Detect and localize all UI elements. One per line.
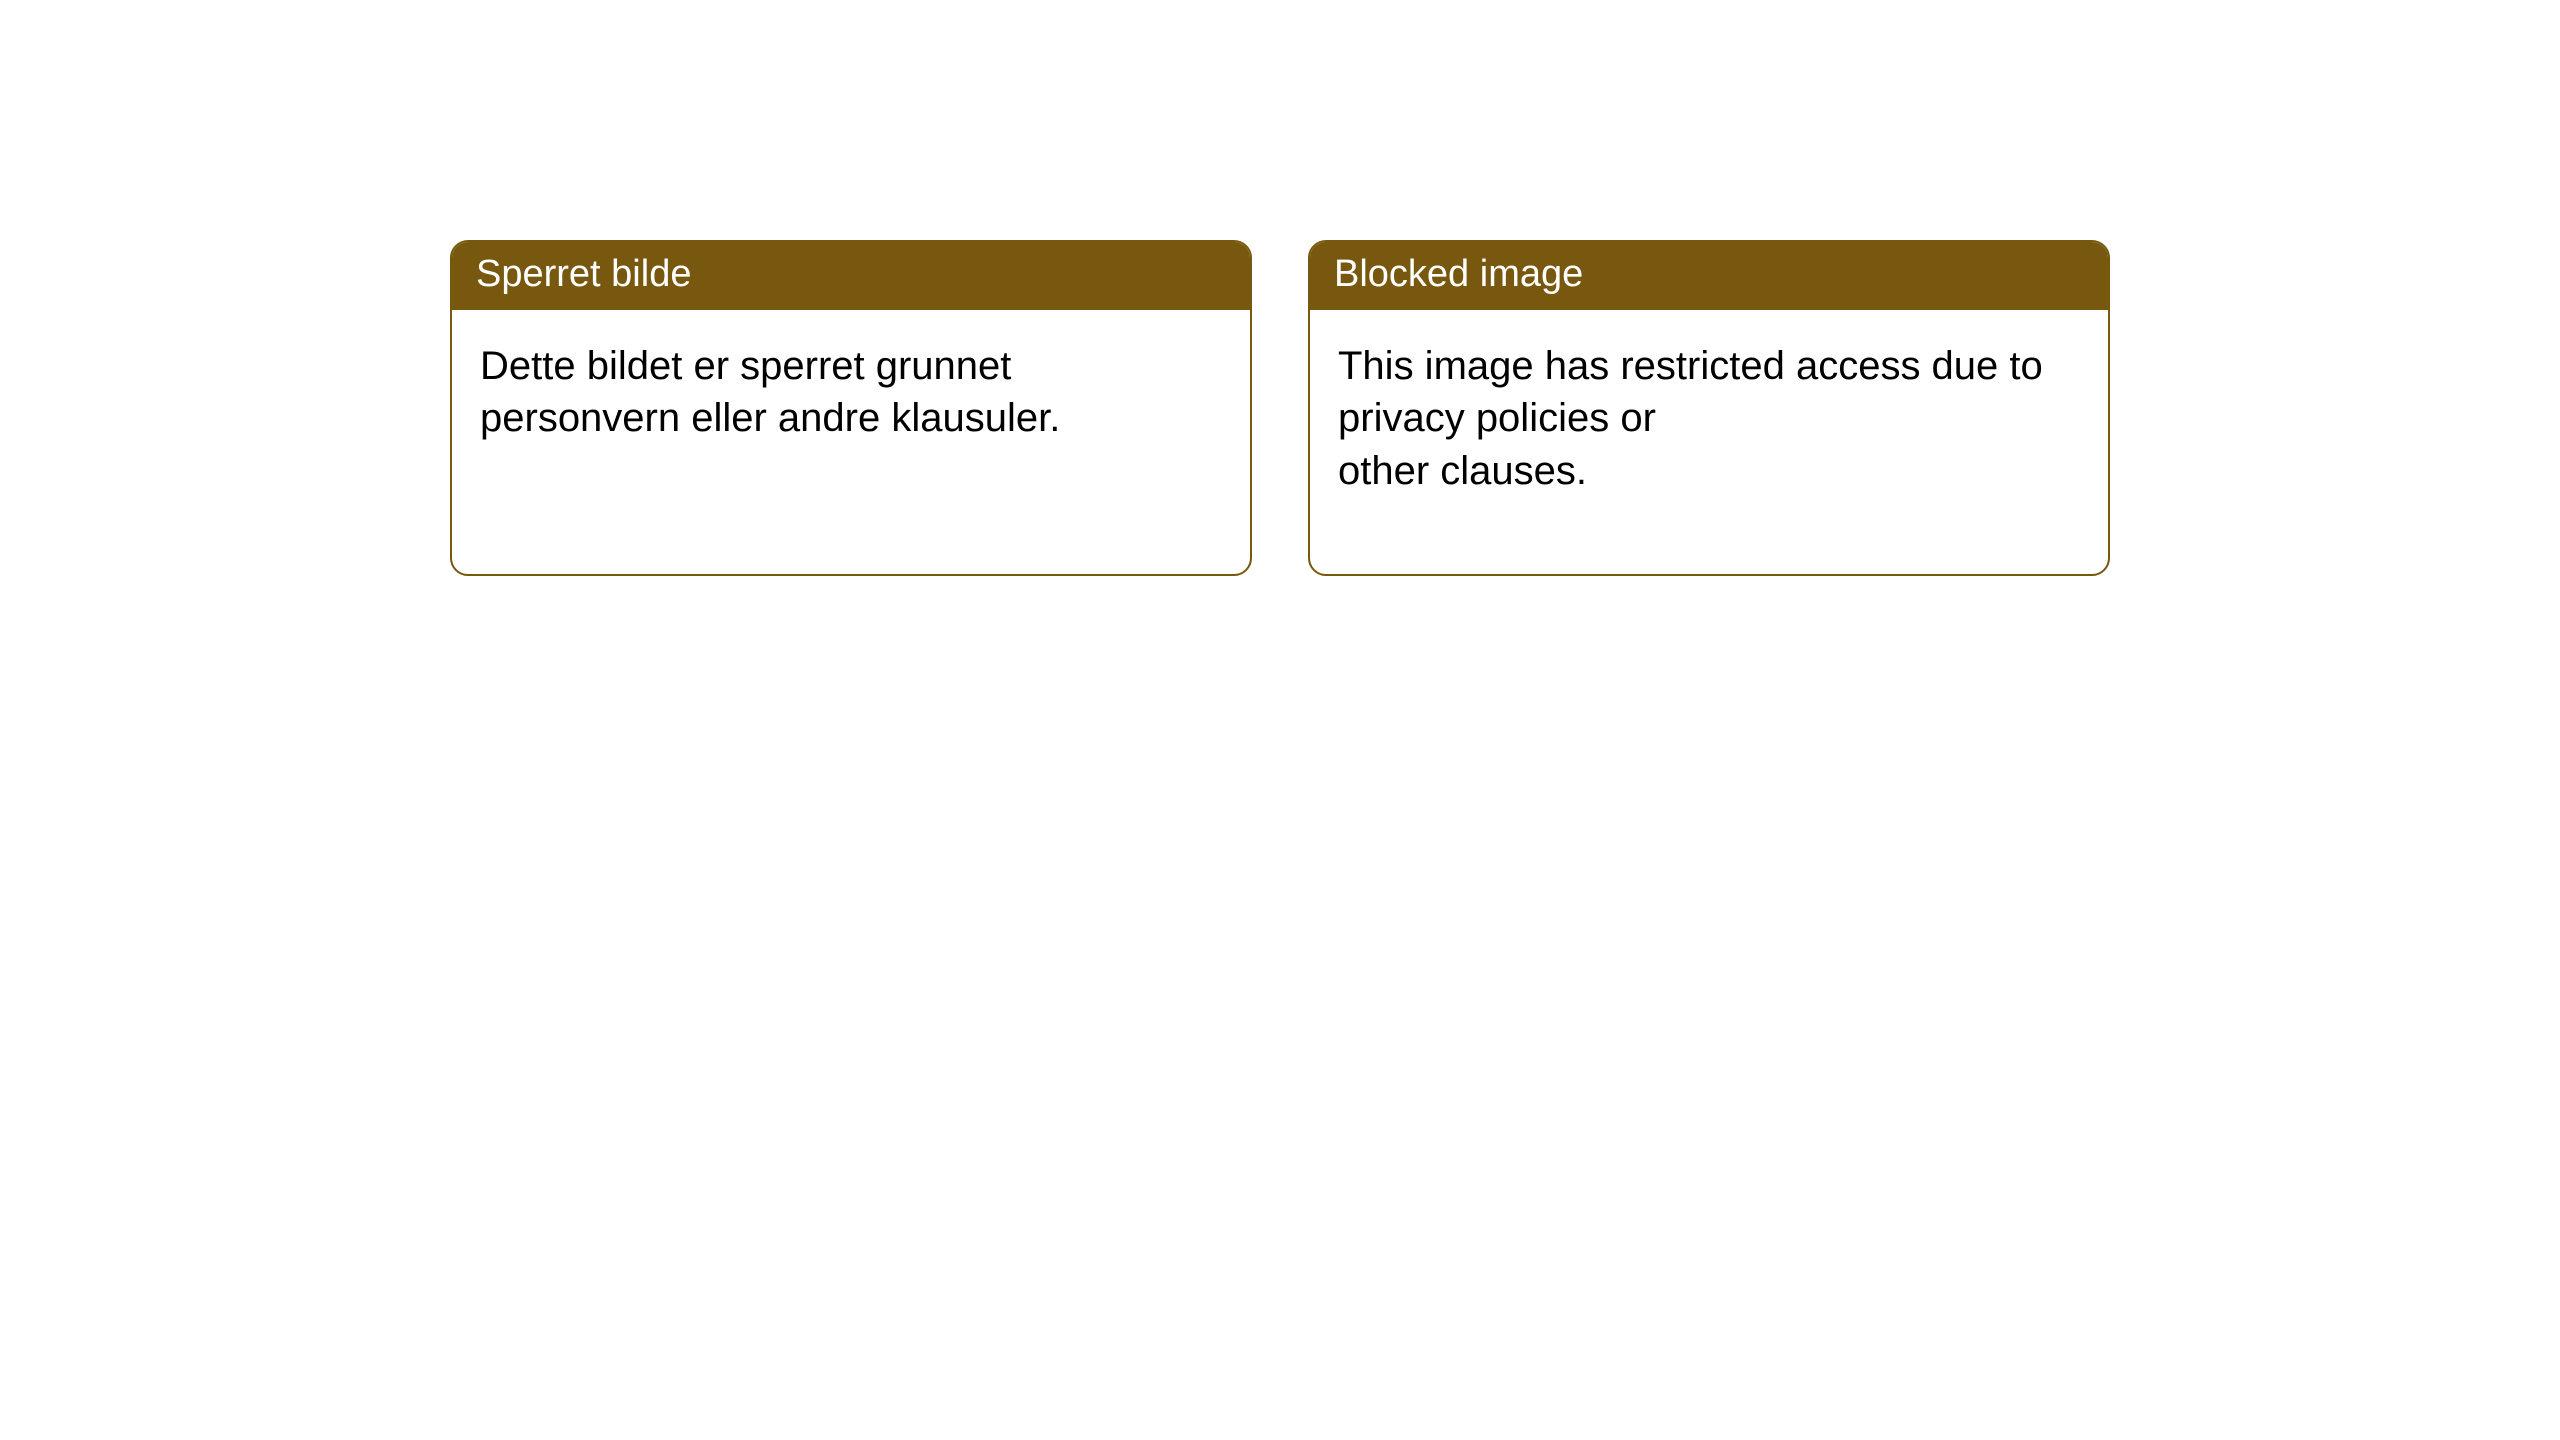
page-root: Sperret bilde Dette bildet er sperret gr… — [0, 0, 2560, 1440]
notice-card-en: Blocked image This image has restricted … — [1308, 240, 2110, 576]
notice-card-title: Sperret bilde — [452, 242, 1250, 310]
notice-card-body: This image has restricted access due to … — [1310, 310, 2108, 574]
notice-card-no: Sperret bilde Dette bildet er sperret gr… — [450, 240, 1252, 576]
notice-card-title: Blocked image — [1310, 242, 2108, 310]
notice-card-row: Sperret bilde Dette bildet er sperret gr… — [450, 240, 2110, 576]
notice-card-body: Dette bildet er sperret grunnet personve… — [452, 310, 1250, 574]
